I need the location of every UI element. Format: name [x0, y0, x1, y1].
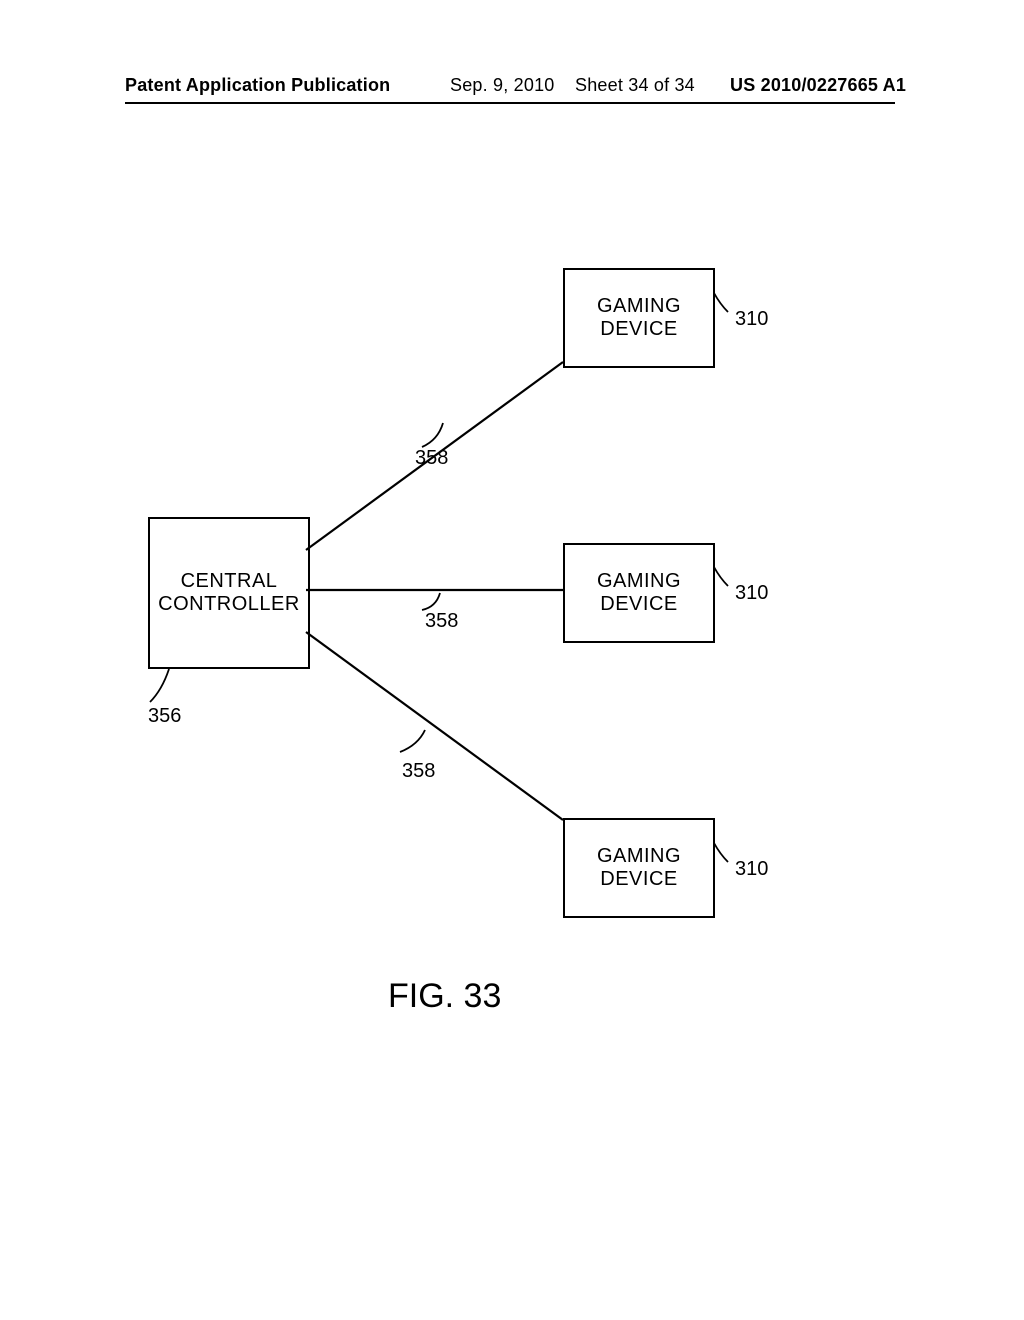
- box-label-line: DEVICE: [600, 318, 677, 341]
- box-gaming_device_3: GAMINGDEVICE: [563, 818, 715, 918]
- ref-number: 356: [148, 705, 181, 728]
- page: Patent Application Publication Sep. 9, 2…: [0, 0, 1024, 1320]
- ref-number: 358: [425, 610, 458, 633]
- publication-date: Sep. 9, 2010: [450, 75, 555, 96]
- box-label-line: GAMING: [597, 570, 681, 593]
- box-label-line: DEVICE: [600, 593, 677, 616]
- figure-label: FIG. 33: [388, 977, 501, 1016]
- box-label-line: CENTRAL: [181, 570, 278, 593]
- publication-label: Patent Application Publication: [125, 75, 390, 96]
- box-label-line: GAMING: [597, 295, 681, 318]
- application-number: US 2010/0227665 A1: [730, 75, 906, 96]
- ref-number: 358: [415, 447, 448, 470]
- box-label-line: DEVICE: [600, 868, 677, 891]
- header-divider: [125, 102, 895, 104]
- ref-number: 310: [735, 582, 768, 605]
- ref-number: 310: [735, 858, 768, 881]
- box-gaming_device_1: GAMINGDEVICE: [563, 268, 715, 368]
- ref-number: 358: [402, 760, 435, 783]
- ref-number: 310: [735, 308, 768, 331]
- box-label-line: CONTROLLER: [158, 593, 300, 616]
- box-label-line: GAMING: [597, 845, 681, 868]
- box-central_controller: CENTRALCONTROLLER: [148, 517, 310, 669]
- box-gaming_device_2: GAMINGDEVICE: [563, 543, 715, 643]
- sheet-number: Sheet 34 of 34: [575, 75, 695, 96]
